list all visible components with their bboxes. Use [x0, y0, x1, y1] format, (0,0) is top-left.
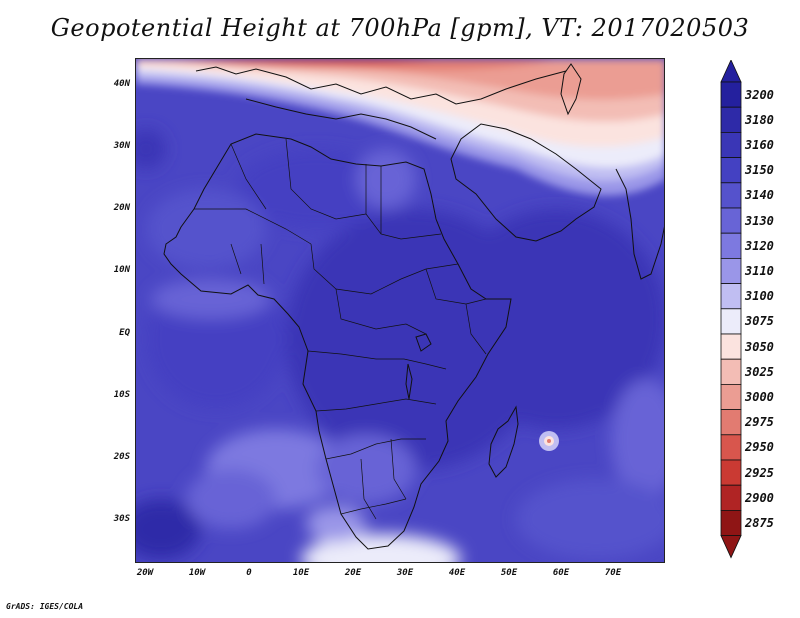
colorbar-box	[720, 182, 742, 209]
colorbar-level-label: 3025	[745, 364, 774, 379]
lon-label-20e: 20E	[344, 568, 362, 578]
colorbar-top-arrow	[720, 60, 742, 83]
colorbar-level-label: 3180	[745, 112, 774, 127]
lat-label-10s: 10S	[113, 390, 130, 400]
colorbar-level-label: 3160	[745, 138, 774, 152]
mediterranean-inner	[245, 98, 437, 140]
lat-label-10n: 10N	[113, 265, 130, 275]
colorbar-box	[720, 434, 742, 461]
colorbar-box	[720, 484, 742, 511]
colorbar-box	[720, 409, 742, 436]
colorbar-level-label: 2975	[745, 415, 774, 430]
local-maximum-core	[547, 439, 551, 443]
colorbar-box	[720, 81, 742, 108]
colorbar-box	[720, 459, 742, 486]
colorbar-bottom-arrow	[720, 535, 742, 559]
colorbar-level-label: 3150	[745, 163, 774, 178]
colorbar-level-label: 3130	[745, 213, 774, 228]
grads-credit: GrADS: IGES/COLA	[6, 602, 84, 611]
lat-label-20n: 20N	[113, 203, 130, 213]
coastlines	[163, 63, 664, 550]
colorbar-box	[720, 207, 742, 234]
colorbar-box	[720, 333, 742, 360]
colorbar-level-label: 2900	[745, 490, 774, 505]
lon-label-10w: 10W	[188, 568, 206, 578]
colorbar-box	[720, 383, 742, 410]
europe-coastline	[195, 66, 567, 105]
madagascar-coastline	[488, 405, 519, 478]
colorbar-box	[720, 157, 742, 184]
africa-coastline	[163, 133, 512, 550]
colorbar	[720, 60, 742, 559]
lon-label-0: 0	[246, 568, 252, 578]
map-panel	[135, 58, 665, 563]
lon-label-60e: 60E	[552, 568, 570, 578]
colorbar-level-label: 3120	[745, 238, 774, 253]
colorbar-box	[720, 132, 742, 159]
height-field-shading	[136, 129, 664, 562]
colorbar-level-label: 3050	[745, 339, 774, 354]
colorbar-box	[720, 106, 742, 133]
lon-label-40e: 40E	[448, 568, 466, 578]
lat-label-30s: 30S	[113, 514, 130, 524]
caspian-sea	[560, 63, 582, 116]
colorbar-level-label: 3140	[745, 188, 774, 203]
lake-tanganyika	[405, 363, 413, 400]
colorbar-box	[720, 358, 742, 385]
lon-label-50e: 50E	[500, 568, 518, 578]
lon-label-70e: 70E	[604, 568, 622, 578]
geopotential-map	[136, 59, 664, 562]
colorbar-box	[720, 308, 742, 335]
lake-victoria	[415, 333, 432, 352]
lon-label-20w: 20W	[136, 568, 154, 578]
northern-low-band	[136, 59, 664, 196]
colorbar-level-label: 2950	[745, 440, 774, 455]
lon-label-10e: 10E	[292, 568, 310, 578]
lon-label-30e: 30E	[396, 568, 414, 578]
colorbar-level-label: 3110	[745, 264, 774, 278]
colorbar-level-label: 3075	[745, 314, 774, 329]
colorbar-level-label: 2925	[745, 465, 774, 480]
colorbar-level-label: 2875	[745, 516, 774, 530]
colorbar-box	[720, 283, 742, 310]
colorbar-level-label: 3000	[745, 390, 774, 404]
colorbar-level-label: 3100	[745, 289, 774, 304]
colorbar-box	[720, 232, 742, 259]
lat-label-20s: 20S	[113, 452, 130, 462]
lat-label-30n: 30N	[113, 141, 130, 151]
colorbar-box	[720, 509, 742, 536]
india-coastline	[615, 168, 664, 280]
arabia-coastline	[450, 123, 602, 242]
lat-label-eq: EQ	[119, 328, 130, 338]
colorbar-box	[720, 257, 742, 284]
lat-label-40n: 40N	[113, 79, 130, 89]
country-borders	[194, 138, 487, 520]
map-title: Geopotential Height at 700hPa [gpm], VT:…	[50, 14, 750, 42]
colorbar-level-label: 3200	[745, 87, 774, 102]
